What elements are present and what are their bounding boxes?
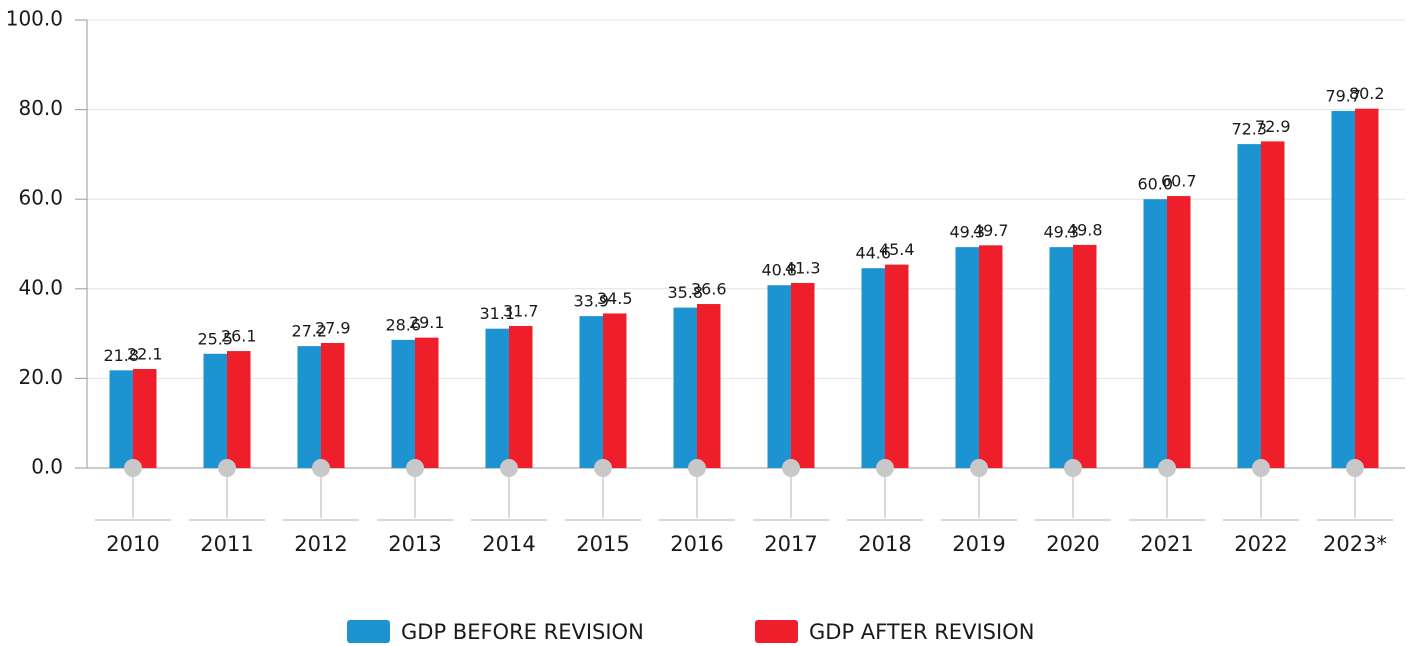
bar [321,343,345,468]
value-label: 22.1 [127,344,163,363]
bar [861,268,885,468]
bar [603,313,627,468]
x-tick-label: 2012 [294,532,347,556]
value-label: 31.1 [479,304,515,323]
value-label: 72.9 [1255,117,1291,136]
bar [579,316,603,468]
value-label: 26.1 [221,327,257,346]
value-label: 45.4 [879,240,915,259]
value-label: 27.9 [315,319,351,338]
y-tick-label: 20.0 [18,365,63,389]
x-tick-label: 2021 [1140,532,1193,556]
y-tick-label: 100.0 [6,7,63,31]
category-dot [124,459,142,477]
bar [1355,108,1379,468]
category-dot [782,459,800,477]
value-label: 31.7 [503,301,539,320]
legend-swatch [755,620,798,643]
value-label: 41.3 [785,258,821,277]
bar [1331,110,1355,468]
category-dot [1252,459,1270,477]
category-dot [1346,459,1364,477]
category-dot [688,459,706,477]
bar [885,264,909,468]
value-label: 49.3 [1043,223,1079,242]
bar [791,282,815,468]
value-label: 60.7 [1161,172,1197,191]
bar [1237,144,1261,468]
value-label: 35.8 [667,283,703,302]
value-label: 72.3 [1231,120,1267,139]
bar [485,328,509,468]
x-tick-label: 2014 [482,532,535,556]
x-tick-label: 2019 [952,532,1005,556]
category-dot [970,459,988,477]
y-tick-label: 0.0 [31,455,63,479]
bar [203,353,227,468]
x-tick-label: 2022 [1234,532,1287,556]
value-label: 25.5 [197,329,233,348]
legend-label: GDP AFTER REVISION [809,620,1034,644]
category-dot [1158,459,1176,477]
bar [955,247,979,468]
y-tick-label: 80.0 [18,96,63,120]
bar [415,337,439,468]
value-label: 34.5 [597,289,633,308]
bar [1167,196,1191,468]
x-tick-label: 2017 [764,532,817,556]
x-tick-label: 2011 [200,532,253,556]
category-dot [594,459,612,477]
x-tick-label: 2015 [576,532,629,556]
bar [697,304,721,468]
value-label: 44.6 [855,244,891,263]
bar [1261,141,1285,468]
category-dot [876,459,894,477]
value-label: 49.3 [949,223,985,242]
legend-label: GDP BEFORE REVISION [401,620,644,644]
x-tick-label: 2016 [670,532,723,556]
value-label: 40.8 [761,261,797,280]
bar [391,339,415,468]
category-dot [406,459,424,477]
x-tick-label: 2018 [858,532,911,556]
value-label: 21.8 [103,346,139,365]
x-tick-label: 2013 [388,532,441,556]
bar [979,245,1003,468]
category-dot [218,459,236,477]
bar [133,368,157,468]
bar [1143,199,1167,468]
bar [1073,244,1097,468]
bar [227,351,251,468]
value-label: 27.2 [291,322,327,341]
value-label: 36.6 [691,280,727,299]
value-label: 49.8 [1067,220,1103,239]
y-tick-label: 60.0 [18,186,63,210]
bar [673,307,697,468]
value-label: 80.2 [1349,84,1385,103]
value-label: 49.7 [973,221,1009,240]
category-dot [1064,459,1082,477]
y-tick-label: 40.0 [18,275,63,299]
value-label: 29.1 [409,313,445,332]
value-label: 79.7 [1325,86,1361,105]
bar [297,346,321,468]
bar [509,325,533,468]
value-label: 28.6 [385,315,421,334]
value-label: 33.9 [573,292,609,311]
bar [767,285,791,468]
x-tick-label: 2020 [1046,532,1099,556]
category-dot [312,459,330,477]
x-tick-label: 2010 [106,532,159,556]
legend-swatch [347,620,390,643]
bar [109,370,133,468]
bar [1049,247,1073,468]
x-tick-label: 2023* [1323,532,1387,556]
value-label: 60.0 [1137,175,1173,194]
category-dot [500,459,518,477]
